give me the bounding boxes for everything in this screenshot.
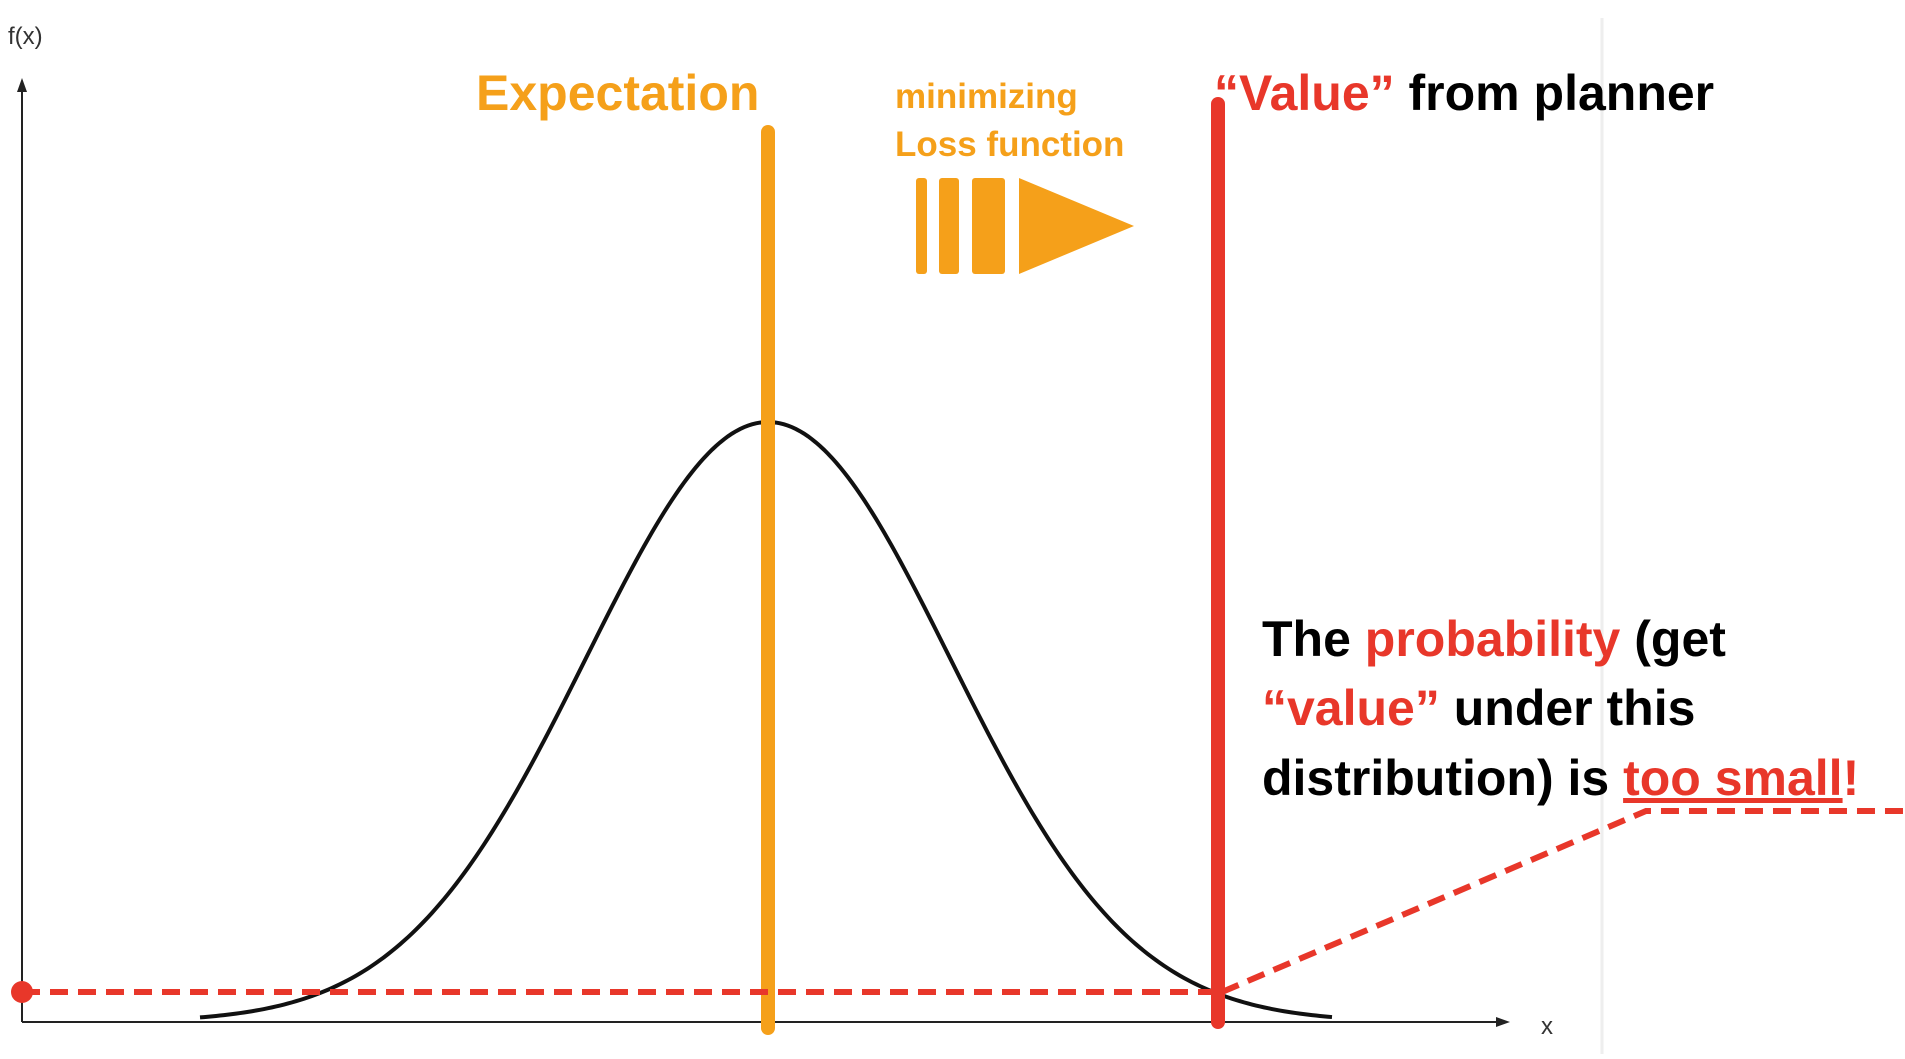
y-axis-arrowhead xyxy=(17,78,27,92)
value-quoted: “Value” xyxy=(1214,65,1395,121)
value-rest: from planner xyxy=(1395,65,1714,121)
note-l3-b: too small xyxy=(1623,750,1842,806)
probability-point-icon xyxy=(11,981,33,1003)
loss-label-line1: minimizing xyxy=(895,77,1078,116)
note-line-3: distribution) is too small! xyxy=(1262,750,1859,806)
note-l3-c: ! xyxy=(1843,750,1860,806)
x-axis-arrowhead xyxy=(1496,1017,1510,1027)
value-from-planner-label: “Value” from planner xyxy=(1214,65,1714,121)
note-l3-a: distribution) is xyxy=(1262,750,1623,806)
note-l1-a: The xyxy=(1262,611,1365,667)
note-line-2: “value” under this xyxy=(1262,680,1695,736)
loss-label-line2: Loss function xyxy=(895,125,1124,164)
leader-line xyxy=(1220,808,1905,995)
x-axis-label: x xyxy=(1541,1013,1553,1040)
note-l2-a: “value” xyxy=(1262,680,1440,736)
y-axis-label: f(x) xyxy=(8,23,43,50)
note-l1-c: (get xyxy=(1620,611,1726,667)
note-l1-b: probability xyxy=(1365,611,1621,667)
expectation-label: Expectation xyxy=(476,65,759,121)
direction-arrow-icon xyxy=(916,178,1134,274)
note-l2-b: under this xyxy=(1440,680,1696,736)
note-line-1: The probability (get xyxy=(1262,611,1726,667)
axes: f(x) x xyxy=(8,23,1553,1040)
probability-note: The probability (get “value” under this … xyxy=(1262,611,1859,806)
